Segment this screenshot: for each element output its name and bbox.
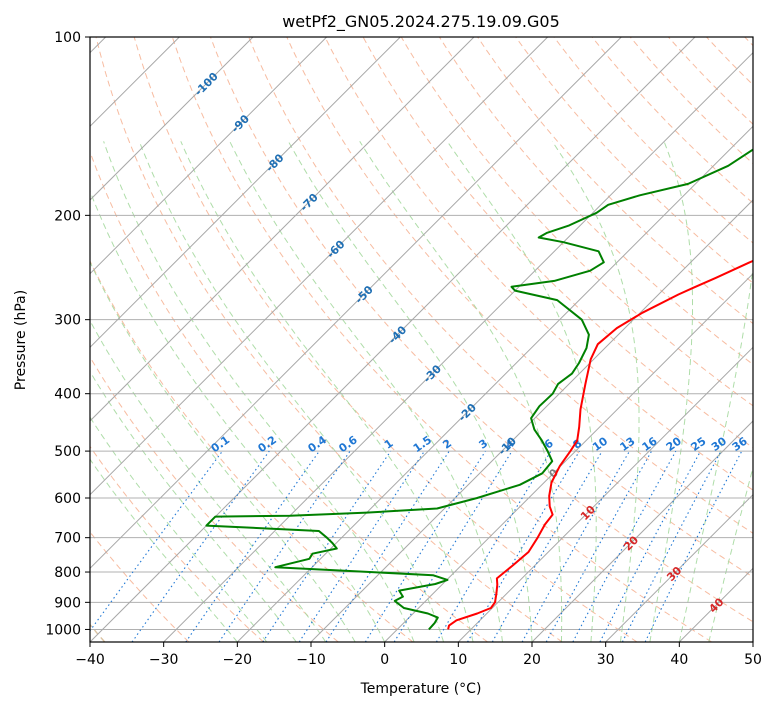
dry-adiabat-line bbox=[171, 37, 712, 642]
mixing-ratio-lines bbox=[90, 450, 743, 642]
moist-adiabat-line bbox=[359, 141, 563, 642]
isotherm-line bbox=[236, 125, 753, 642]
dry-adiabat-line bbox=[438, 37, 753, 366]
y-tick-label: 300 bbox=[54, 313, 81, 329]
y-axis-ticks: 1000 900 800 700 600 500 400 300 200 100 bbox=[45, 30, 90, 638]
x-tick-label: 10 bbox=[449, 652, 467, 668]
moist-adiabat-line bbox=[90, 370, 297, 642]
isotherm-line bbox=[163, 51, 753, 642]
plot-frame bbox=[89, 36, 754, 643]
mixing-ratio-line bbox=[90, 450, 223, 632]
isotherm-line bbox=[90, 37, 549, 496]
x-tick-label: 40 bbox=[670, 652, 688, 668]
dry-adiabat-line bbox=[591, 37, 753, 204]
dry-adiabat-line bbox=[90, 259, 414, 642]
isotherm-label: -100 bbox=[192, 70, 221, 99]
dry-adiabat-line bbox=[324, 37, 753, 491]
mixing-ratio-line bbox=[218, 450, 351, 642]
isotherm-label: -90 bbox=[229, 112, 252, 135]
mixing-ratio-line bbox=[298, 450, 425, 642]
moist-adiabat-line bbox=[708, 465, 753, 642]
x-tick-label: −20 bbox=[223, 652, 253, 668]
x-tick-label: 50 bbox=[744, 652, 762, 668]
x-tick-label: −10 bbox=[296, 652, 326, 668]
theta-e-line bbox=[0, 37, 75, 642]
isotherm-line bbox=[90, 37, 622, 570]
isotherm-line bbox=[90, 37, 696, 642]
isotherm-line bbox=[605, 493, 753, 642]
y-tick-label: 100 bbox=[54, 30, 81, 46]
sounding-profiles bbox=[205, 148, 753, 631]
y-tick-label: 500 bbox=[54, 444, 81, 460]
isobars bbox=[90, 37, 753, 630]
y-tick-label: 900 bbox=[54, 595, 81, 611]
line-labels: 0.1 0.2 0.4 0.6 1 1.5 2 3 4 6 8 10 13 16 20 25 30 36-100-… bbox=[192, 70, 750, 616]
x-axis-title: Temperature (°C) bbox=[360, 681, 482, 697]
mixing-ratio-label: 1.5 bbox=[411, 433, 434, 455]
dry-adiabat-line bbox=[248, 37, 753, 578]
isotherm-line bbox=[310, 199, 753, 642]
mixing-ratio-label: 0.1 bbox=[209, 433, 232, 455]
isotherm-line bbox=[90, 37, 401, 349]
isotherm-line bbox=[90, 37, 475, 422]
y-tick-label: 1000 bbox=[45, 622, 81, 638]
y-tick-label: 700 bbox=[54, 531, 81, 547]
moist-adiabat-line bbox=[103, 141, 415, 642]
isotherm-line bbox=[678, 567, 753, 642]
moist-adiabat-line bbox=[446, 141, 597, 642]
mixing-ratio-label: 0.6 bbox=[336, 433, 360, 455]
y-tick-label: 400 bbox=[54, 387, 81, 403]
mixing-ratio-line bbox=[364, 450, 486, 642]
dry-adiabat-line bbox=[286, 37, 753, 534]
x-tick-label: −30 bbox=[149, 652, 179, 668]
x-tick-label: 0 bbox=[380, 652, 389, 668]
dewpoint-profile-line bbox=[205, 148, 753, 631]
x-tick-label: −40 bbox=[75, 652, 105, 668]
x-tick-label: 20 bbox=[523, 652, 541, 668]
dry-adiabat-line bbox=[668, 37, 753, 125]
isotherm-line bbox=[90, 37, 254, 201]
isotherm-line bbox=[90, 37, 328, 275]
background-grid bbox=[0, 37, 753, 642]
mixing-ratio-line bbox=[185, 450, 320, 642]
mixing-ratio-line bbox=[393, 450, 513, 642]
y-tick-label: 800 bbox=[54, 565, 81, 581]
moist-adiabat-line bbox=[90, 416, 268, 642]
x-tick-label: 30 bbox=[597, 652, 615, 668]
dry-adiabat-line bbox=[133, 37, 638, 642]
y-tick-label: 600 bbox=[54, 491, 81, 507]
isotherm-line bbox=[457, 346, 753, 642]
dry-adiabat-line bbox=[90, 356, 339, 642]
mixing-ratio-line bbox=[599, 450, 701, 642]
dry-adiabat-line bbox=[515, 37, 753, 284]
dry-adiabat-line bbox=[744, 37, 753, 47]
mixing-ratio-line bbox=[521, 450, 630, 642]
mixing-ratio-line bbox=[131, 450, 270, 642]
chart-title: wetPf2_GN05.2024.275.19.09.G05 bbox=[282, 12, 560, 32]
x-axis-ticks: −40 −30 −20 −10 0 10 20 30 40 50 bbox=[75, 642, 762, 668]
dry-adiabat-line bbox=[706, 37, 753, 86]
dry-adiabat-line bbox=[95, 37, 563, 642]
dry-adiabat-line bbox=[90, 150, 488, 642]
moist-adiabat-line bbox=[678, 264, 753, 642]
temperature-profile-line bbox=[447, 259, 753, 630]
mixing-ratio-label: 2 bbox=[440, 437, 454, 452]
mixing-ratio-line bbox=[644, 450, 743, 642]
mixing-ratio-line bbox=[325, 450, 450, 642]
mixing-ratio-line bbox=[467, 450, 580, 642]
isotherm-label: -70 bbox=[298, 191, 321, 214]
y-axis-title: Pressure (hPa) bbox=[13, 290, 29, 390]
dry-adiabat-line bbox=[90, 445, 264, 642]
mixing-ratio-line bbox=[262, 450, 392, 642]
y-tick-label: 200 bbox=[54, 208, 81, 224]
mixing-ratio-line bbox=[572, 450, 677, 642]
mixing-ratio-line bbox=[435, 450, 552, 642]
isotherm-line bbox=[384, 272, 753, 642]
dry-adiabat-line bbox=[210, 37, 753, 623]
isotherm-line bbox=[531, 420, 753, 642]
isotherm-line bbox=[752, 641, 753, 642]
isotherms bbox=[90, 37, 753, 642]
mixing-ratio-label: 0.4 bbox=[306, 433, 330, 455]
